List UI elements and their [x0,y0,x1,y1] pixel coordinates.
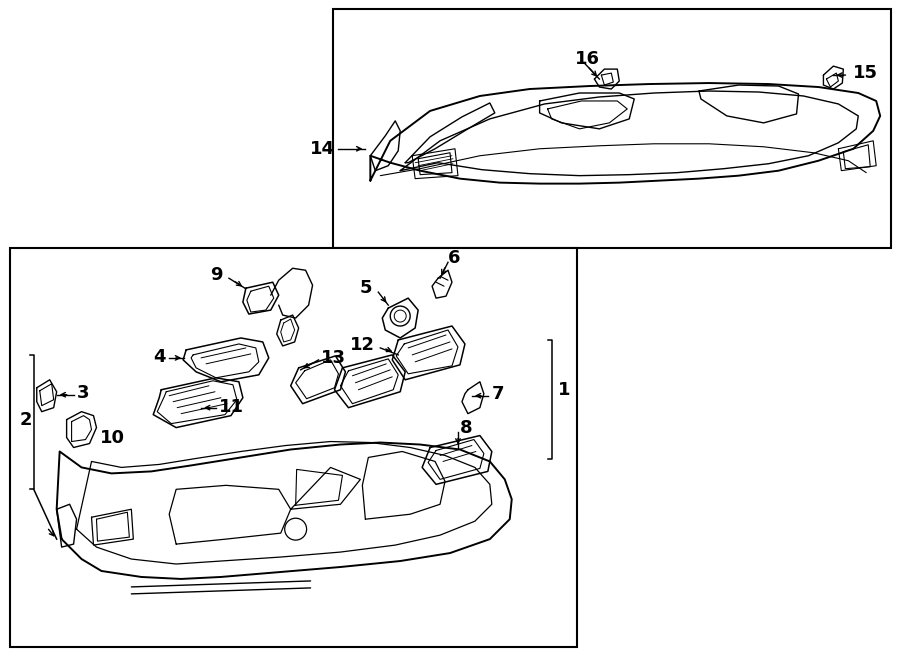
Text: 13: 13 [320,349,346,367]
Text: 3: 3 [76,384,89,402]
Bar [334,9,891,249]
Text: 4: 4 [153,348,166,366]
Text: 12: 12 [350,336,375,354]
Text: 6: 6 [448,249,461,267]
Text: 2: 2 [20,410,32,428]
Text: 5: 5 [360,279,373,297]
Text: 15: 15 [853,64,878,82]
Text: 9: 9 [211,266,223,284]
Bar [10,249,578,646]
Text: 14: 14 [310,139,335,158]
Text: 11: 11 [219,398,244,416]
Text: 1: 1 [557,381,570,399]
Text: 8: 8 [460,418,473,436]
Text: 10: 10 [100,428,124,447]
Text: 16: 16 [574,50,599,68]
Text: 7: 7 [491,385,504,403]
